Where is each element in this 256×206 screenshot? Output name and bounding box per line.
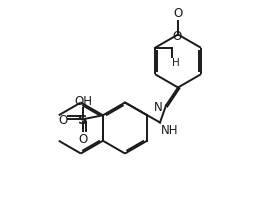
Text: OH: OH xyxy=(74,94,92,107)
Text: N: N xyxy=(154,101,163,114)
Text: O: O xyxy=(172,30,181,43)
Text: O: O xyxy=(173,7,183,20)
Text: H: H xyxy=(172,57,180,67)
Text: NH: NH xyxy=(161,124,178,137)
Text: O: O xyxy=(58,113,67,126)
Text: S: S xyxy=(78,113,88,126)
Text: O: O xyxy=(78,132,88,145)
